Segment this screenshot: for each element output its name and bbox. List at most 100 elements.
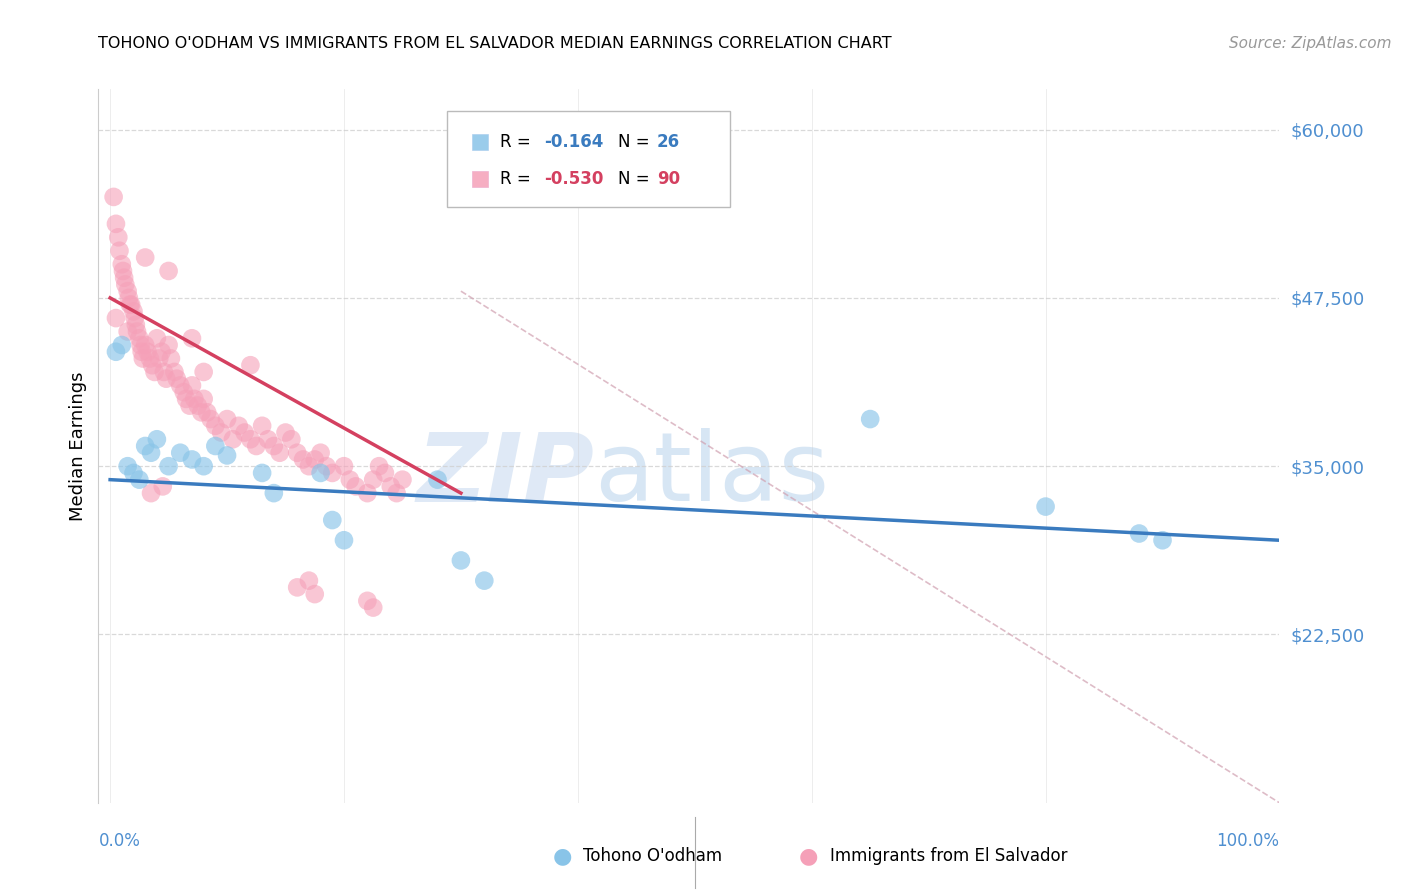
Point <box>111 264 134 278</box>
Point <box>117 459 139 474</box>
Point <box>245 439 267 453</box>
Text: 100.0%: 100.0% <box>1216 832 1279 850</box>
Point <box>1035 500 1057 514</box>
Point <box>104 344 127 359</box>
Point <box>181 378 204 392</box>
Point <box>309 466 332 480</box>
Text: 26: 26 <box>657 134 681 152</box>
Point <box>356 486 378 500</box>
Point <box>108 244 131 258</box>
Point <box>181 331 204 345</box>
Point <box>150 344 173 359</box>
Point <box>321 466 343 480</box>
Point <box>215 412 238 426</box>
Point <box>321 513 343 527</box>
Point <box>193 392 215 406</box>
Point <box>166 372 188 386</box>
Point <box>309 446 332 460</box>
Point <box>118 291 141 305</box>
Point <box>111 338 134 352</box>
Text: atlas: atlas <box>595 428 830 521</box>
Point <box>1128 526 1150 541</box>
Text: Immigrants from El Salvador: Immigrants from El Salvador <box>830 847 1067 865</box>
Point <box>125 325 148 339</box>
Point <box>148 351 170 366</box>
Point <box>128 331 150 345</box>
Point <box>134 439 156 453</box>
Point <box>117 325 139 339</box>
Point <box>472 574 495 588</box>
Point <box>1152 533 1174 548</box>
Point <box>132 351 155 366</box>
Point <box>120 298 142 312</box>
Point <box>193 365 215 379</box>
Point <box>157 459 180 474</box>
Point <box>104 311 127 326</box>
Point <box>391 473 413 487</box>
Point <box>136 344 159 359</box>
Point <box>263 486 285 500</box>
Point <box>280 432 302 446</box>
Text: Source: ZipAtlas.com: Source: ZipAtlas.com <box>1229 36 1392 51</box>
Point <box>374 466 396 480</box>
Point <box>239 432 262 446</box>
Text: 90: 90 <box>657 170 681 188</box>
Text: N =: N = <box>619 170 655 188</box>
Point <box>107 230 129 244</box>
Text: Tohono O'odham: Tohono O'odham <box>583 847 723 865</box>
Point <box>155 372 177 386</box>
Point <box>125 318 148 332</box>
Point <box>112 270 135 285</box>
Point <box>344 479 367 493</box>
Point <box>160 351 183 366</box>
Point <box>361 600 384 615</box>
Point <box>315 459 337 474</box>
Point <box>228 418 250 433</box>
Point <box>333 459 356 474</box>
Point <box>385 486 408 500</box>
Point <box>209 425 232 440</box>
Text: ●: ● <box>799 847 818 866</box>
Point <box>204 439 226 453</box>
Point <box>169 378 191 392</box>
Point <box>426 473 449 487</box>
Point <box>131 344 153 359</box>
Point <box>173 385 195 400</box>
Point <box>181 452 204 467</box>
Point <box>200 412 222 426</box>
Point <box>157 264 180 278</box>
Point <box>380 479 402 493</box>
Point <box>187 399 209 413</box>
Text: TOHONO O'ODHAM VS IMMIGRANTS FROM EL SALVADOR MEDIAN EARNINGS CORRELATION CHART: TOHONO O'ODHAM VS IMMIGRANTS FROM EL SAL… <box>98 36 891 51</box>
Point <box>250 466 273 480</box>
Point <box>304 587 326 601</box>
Text: -0.164: -0.164 <box>544 134 603 152</box>
Point <box>128 473 150 487</box>
Point <box>183 392 205 406</box>
Point <box>292 452 315 467</box>
Point <box>356 594 378 608</box>
Point <box>179 399 201 413</box>
Point <box>118 298 141 312</box>
Point <box>195 405 218 419</box>
Point <box>114 277 136 292</box>
Point <box>134 338 156 352</box>
Point <box>124 311 146 326</box>
Point <box>134 251 156 265</box>
Text: R =: R = <box>501 170 536 188</box>
Point <box>285 580 308 594</box>
Point <box>250 418 273 433</box>
Point <box>450 553 472 567</box>
Point <box>269 446 291 460</box>
Text: 0.0%: 0.0% <box>98 832 141 850</box>
Point <box>215 449 238 463</box>
Point <box>859 412 882 426</box>
Point <box>146 432 169 446</box>
Point <box>139 446 162 460</box>
Point <box>193 459 215 474</box>
Point <box>361 473 384 487</box>
Point <box>285 446 308 460</box>
Point <box>157 338 180 352</box>
Point <box>257 432 280 446</box>
Point <box>239 358 262 372</box>
